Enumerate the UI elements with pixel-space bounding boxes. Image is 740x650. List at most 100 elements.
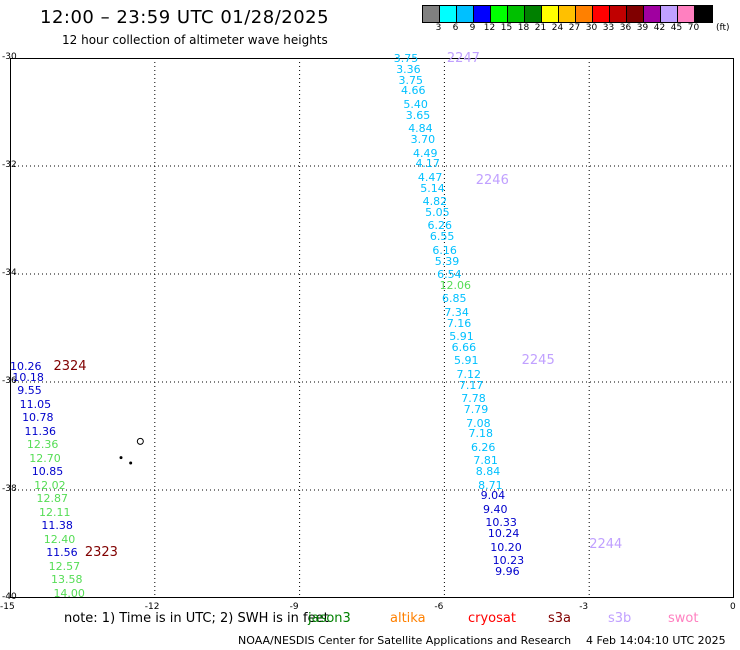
credit-text: NOAA/NESDIS Center for Satellite Applica… xyxy=(238,634,572,647)
wave-height-value: 9.96 xyxy=(495,565,520,578)
color-scale-tick: 12 xyxy=(483,23,496,33)
wave-height-value: 12.40 xyxy=(43,532,76,546)
wave-height-value: 7.16 xyxy=(446,316,472,330)
wave-height-value: 10.18 xyxy=(12,370,44,384)
color-scale-tick: 15 xyxy=(500,23,513,33)
longitude-tick: -15 xyxy=(0,602,15,612)
satellite-label: jason3 xyxy=(308,611,351,626)
wave-height-value: 11.56 xyxy=(46,546,78,560)
color-swatch xyxy=(525,6,542,22)
wave-height-value: 11.36 xyxy=(24,424,56,438)
wave-height-value: 9.04 xyxy=(480,489,506,503)
color-scale-tick: 21 xyxy=(534,23,547,33)
wave-height-value: 10.78 xyxy=(22,411,54,425)
wave-height-value: 9.55 xyxy=(17,384,42,398)
longitude-tick: -9 xyxy=(289,602,299,612)
color-swatch xyxy=(593,6,610,22)
wave-height-value: 12.87 xyxy=(36,492,69,506)
latitude-tick: -36 xyxy=(2,376,17,386)
color-swatch xyxy=(474,6,491,22)
wave-height-value: 5.40 xyxy=(403,97,428,111)
wave-height-value: 4.82 xyxy=(422,195,448,209)
wave-height-value: 3.65 xyxy=(405,108,431,122)
wave-height-value: 8.84 xyxy=(475,465,501,479)
wave-height-value: 7.79 xyxy=(463,403,489,416)
color-swatch xyxy=(423,6,440,22)
wave-height-value: 6.85 xyxy=(441,292,467,306)
wave-height-value: 10.85 xyxy=(31,465,64,479)
color-swatch xyxy=(559,6,576,22)
wave-height-value: 3.36 xyxy=(396,62,421,76)
wave-height-value: 10.20 xyxy=(490,540,522,554)
wave-height-value: 10.26 xyxy=(10,359,42,373)
map-frame xyxy=(10,58,734,598)
wave-height-value: 7.18 xyxy=(468,427,494,441)
color-scale-tick: 24 xyxy=(551,23,564,33)
color-swatch xyxy=(576,6,593,22)
color-scale-tick: 27 xyxy=(568,23,581,33)
longitude-tick: -6 xyxy=(434,602,444,612)
longitude-tick: 0 xyxy=(730,602,736,612)
wave-height-value: 12.36 xyxy=(26,438,59,452)
color-swatch xyxy=(644,6,661,22)
map-grid xyxy=(10,58,734,598)
wave-height-value: 7.17 xyxy=(458,378,484,392)
wave-height-value: 12.02 xyxy=(34,478,66,492)
map-title: 12:00 – 23:59 UTC 01/28/2025 xyxy=(40,7,330,28)
latitude-tick: -30 xyxy=(2,52,17,62)
color-scale-tick: 36 xyxy=(619,23,632,33)
wave-height-value: 5.39 xyxy=(434,254,460,268)
wave-height-value: 11.38 xyxy=(41,519,73,533)
color-swatch xyxy=(627,6,644,22)
wave-height-value: 10.24 xyxy=(487,527,520,541)
pass-time-label: 2323 xyxy=(84,545,118,561)
wave-height-value: 3.75 xyxy=(398,73,424,87)
color-swatch xyxy=(661,6,678,22)
wave-height-value: 6.26 xyxy=(470,440,496,454)
wave-height-value: 4.84 xyxy=(408,122,433,136)
wave-height-value: 5.14 xyxy=(420,181,445,195)
latitude-tick: -40 xyxy=(2,592,17,602)
longitude-tick: -3 xyxy=(579,602,589,612)
wave-height-value: 6.55 xyxy=(429,230,455,244)
wave-height-value: 3.70 xyxy=(410,133,436,146)
wave-height-value: 4.17 xyxy=(415,157,440,171)
wave-height-value: 11.05 xyxy=(19,397,52,411)
color-swatch xyxy=(457,6,474,22)
color-scale-tick: 45 xyxy=(670,23,683,33)
wave-height-value: 10.23 xyxy=(492,554,525,568)
footer-note: note: 1) Time is in UTC; 2) SWH is in fe… xyxy=(64,611,329,626)
color-swatch xyxy=(695,6,712,22)
island-outline xyxy=(119,456,123,460)
map-subtitle: 12 hour collection of altimeter wave hei… xyxy=(62,33,328,47)
color-scale-tick: 42 xyxy=(653,23,666,33)
color-scale-tick: 3 xyxy=(435,23,442,33)
wave-height-value: 4.49 xyxy=(413,146,438,160)
pass-time-label: 2247 xyxy=(446,51,480,66)
timestamp: 4 Feb 14:04:10 UTC 2025 xyxy=(586,634,726,647)
latitude-tick: -38 xyxy=(2,484,17,494)
color-scale-tick: 70 xyxy=(687,23,700,33)
wave-height-value: 10.33 xyxy=(485,516,517,530)
color-swatch xyxy=(491,6,508,22)
wave-height-value: 12.11 xyxy=(38,505,71,519)
pass-time-label: 2245 xyxy=(521,353,555,369)
pass-time-label: 2246 xyxy=(475,172,509,188)
color-swatch xyxy=(508,6,525,22)
wave-height-value: 7.12 xyxy=(456,367,481,381)
unit-label: (ft) xyxy=(716,23,730,33)
wave-height-value: 12.70 xyxy=(29,451,61,465)
wave-height-value: 5.05 xyxy=(425,205,450,219)
wave-height-value: 6.26 xyxy=(427,219,453,233)
color-swatch xyxy=(542,6,559,22)
map-plot: 3.75 3.36 3.75 4.66 5.40 3.65 4.84 3.70 4.49 4.17… xyxy=(10,52,734,599)
wave-height-value: 3.75 xyxy=(393,52,419,65)
color-scale-tick: 9 xyxy=(469,23,476,33)
wave-height-value: 5.91 xyxy=(449,330,474,344)
color-scale-tick: 6 xyxy=(452,23,459,33)
wave-height-value: 6.16 xyxy=(432,243,457,257)
color-scale-tick: 30 xyxy=(585,23,598,33)
wave-height-value: 9.40 xyxy=(483,502,508,516)
island-outline xyxy=(136,437,144,445)
wave-height-value: 13.58 xyxy=(51,573,83,587)
